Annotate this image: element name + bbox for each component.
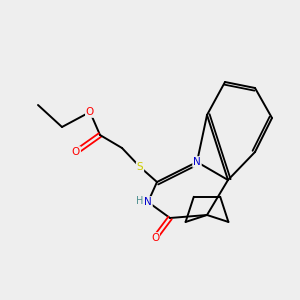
Text: O: O <box>72 147 80 157</box>
Text: H: H <box>136 196 143 206</box>
Text: S: S <box>137 162 143 172</box>
Text: N: N <box>193 157 201 167</box>
Text: O: O <box>151 233 159 243</box>
Text: O: O <box>86 107 94 117</box>
Text: N: N <box>144 197 152 207</box>
